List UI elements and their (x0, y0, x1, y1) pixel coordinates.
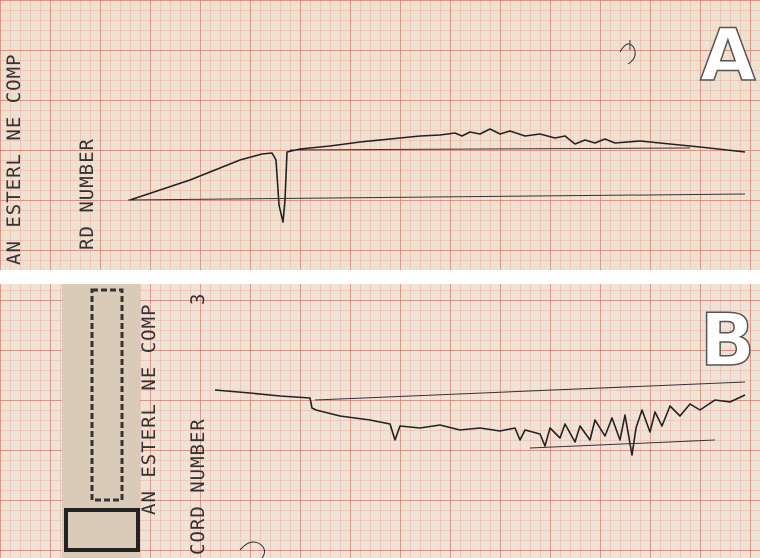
grid (0, 0, 760, 270)
recorder-photo: AN ESTERL NE COMP RD NUMBER A AN ESTERL … (0, 0, 760, 558)
panel-b: AN ESTERL NE COMP CORD NUMBER 3 B (0, 284, 760, 558)
margin-text: RD NUMBER (76, 138, 98, 250)
panel-label: B (700, 298, 755, 382)
panel-label: A (700, 13, 756, 97)
margin-text: CORD NUMBER (187, 418, 209, 555)
panel-a: AN ESTERL NE COMP RD NUMBER A (0, 0, 760, 270)
margin-text: AN ESTERL NE COMP (3, 54, 25, 265)
margin-text: AN ESTERL NE COMP (138, 304, 160, 515)
strip (62, 284, 140, 558)
margin-text: 3 (187, 293, 209, 305)
